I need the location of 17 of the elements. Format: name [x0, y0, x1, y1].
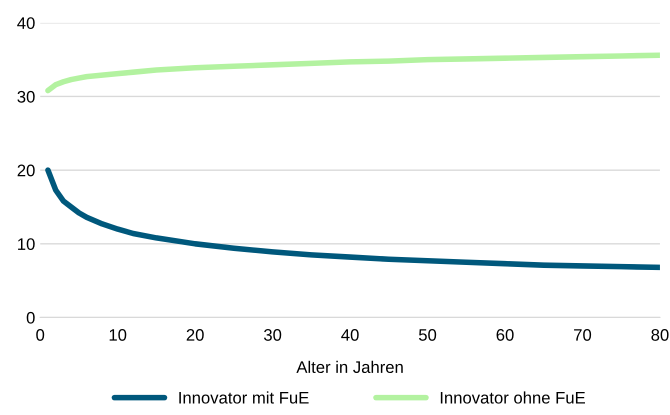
- y-tick-label: 40: [17, 17, 35, 30]
- x-tick-label: 60: [496, 329, 514, 341]
- y-tick-label: 10: [18, 238, 35, 250]
- x-axis-title: Alter in Jahren: [296, 360, 403, 374]
- y-tick-label: 30: [17, 90, 35, 103]
- legend-label: Innovator ohne FuE: [440, 391, 585, 404]
- x-tick-label: 0: [36, 329, 44, 341]
- x-tick-label: 20: [186, 329, 204, 341]
- y-tick-label: 20: [18, 164, 35, 176]
- x-tick-label: 80: [651, 329, 669, 341]
- y-tick-label: 0: [26, 312, 35, 324]
- x-tick-label: 50: [418, 329, 436, 341]
- x-tick-label: 10: [110, 329, 126, 341]
- x-tick-label: 70: [574, 329, 592, 341]
- x-tick-label: 30: [264, 329, 282, 341]
- legend-label: Innovator mit FuE: [179, 391, 309, 404]
- x-tick-label: 40: [341, 329, 359, 341]
